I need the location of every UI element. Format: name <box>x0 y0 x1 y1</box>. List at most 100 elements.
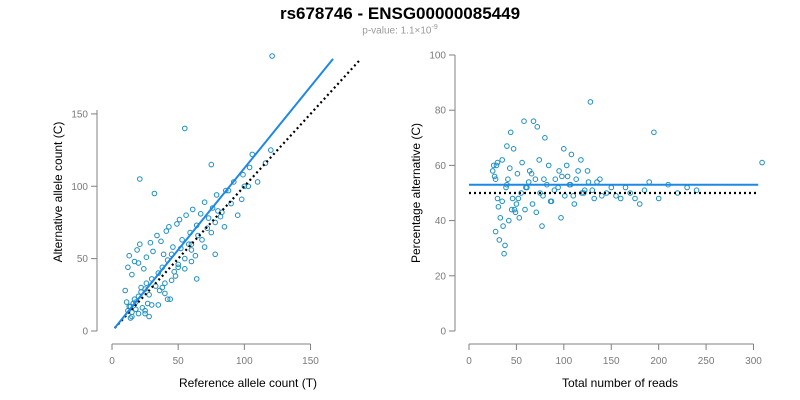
left-y-axis-title: Alternative allele count (C) <box>51 122 65 263</box>
right-x-axis-title: Total number of reads <box>562 376 678 390</box>
right-data-point <box>608 184 615 191</box>
right-data-point <box>693 187 700 193</box>
left-data-point <box>223 187 229 194</box>
left-data-point <box>127 315 134 321</box>
left-data-point <box>137 241 143 247</box>
right-data-point <box>632 195 638 202</box>
left-data-point <box>162 290 168 297</box>
right-data-point <box>581 187 588 193</box>
right-data-point <box>514 170 521 177</box>
right-x-tick-label: 0 <box>466 356 472 367</box>
left-data-point <box>182 125 188 132</box>
left-data-point <box>166 224 172 230</box>
left-data-point <box>182 255 188 262</box>
right-data-point <box>494 195 501 202</box>
left-data-point <box>146 313 152 320</box>
right-data-point <box>622 184 629 191</box>
right-y-tick-label: 40 <box>435 216 447 227</box>
right-data-point <box>500 223 506 229</box>
right-data-point <box>521 118 527 124</box>
left-data-point <box>175 264 181 271</box>
right-data-point <box>489 168 496 174</box>
right-data-point <box>684 184 690 191</box>
left-data-point <box>129 313 135 320</box>
right-data-point <box>502 242 508 249</box>
right-data-point <box>552 176 559 182</box>
left-data-point <box>193 276 200 282</box>
left-data-point <box>175 261 181 268</box>
right-data-point <box>561 146 567 152</box>
left-data-point <box>262 160 269 166</box>
left-data-point <box>212 251 218 258</box>
right-data-point <box>515 195 522 202</box>
left-data-point <box>158 238 164 245</box>
left-data-point <box>204 225 211 231</box>
right-data-point <box>556 168 562 174</box>
left-data-point <box>209 205 216 211</box>
right-data-point <box>568 151 575 158</box>
right-data-point <box>555 184 561 191</box>
left-x-tick-label: 0 <box>109 356 115 367</box>
right-data-point <box>564 173 571 180</box>
left-data-point <box>188 258 195 265</box>
left-data-point <box>268 147 274 153</box>
left-data-point <box>163 228 170 234</box>
right-data-point <box>494 159 501 166</box>
left-data-point <box>131 296 138 303</box>
right-x-tick-label: 50 <box>511 356 523 367</box>
left-data-point <box>133 306 139 313</box>
left-data-point <box>241 183 248 190</box>
right-data-point <box>522 206 528 213</box>
left-y-tick-label: 0 <box>82 327 88 338</box>
right-data-point <box>499 157 506 163</box>
right-data-point <box>613 193 619 199</box>
left-data-point <box>164 296 171 303</box>
left-data-point <box>138 284 144 291</box>
left-data-point <box>188 247 195 253</box>
left-data-point <box>240 171 246 178</box>
right-data-point <box>558 215 564 221</box>
right-data-point <box>507 129 514 136</box>
left-data-point <box>123 299 130 305</box>
right-data-point <box>570 193 577 199</box>
right-data-point <box>636 201 643 207</box>
left-data-point <box>199 237 205 243</box>
left-data-point <box>174 221 180 227</box>
right-data-point <box>559 173 565 180</box>
left-data-point <box>159 284 166 291</box>
right-data-point <box>542 135 548 141</box>
left-data-point <box>143 280 150 287</box>
right-data-point <box>490 162 497 169</box>
right-data-point <box>525 179 532 185</box>
left-data-point <box>147 239 154 246</box>
left-data-point <box>171 268 177 275</box>
right-data-point <box>651 129 657 136</box>
left-data-point <box>192 252 199 259</box>
right-data-point <box>505 176 511 182</box>
left-data-point <box>201 244 208 250</box>
right-data-point <box>513 201 520 207</box>
right-data-point <box>563 162 570 169</box>
right-data-point <box>759 159 765 166</box>
left-data-point <box>154 232 160 239</box>
left-data-point <box>245 183 252 190</box>
right-data-point <box>507 165 513 171</box>
right-data-point <box>536 157 543 163</box>
left-fit-line <box>113 58 334 329</box>
left-data-point <box>134 247 140 253</box>
left-data-point <box>201 199 208 205</box>
left-data-point <box>176 216 183 223</box>
right-data-point <box>571 201 578 207</box>
right-data-point <box>516 215 523 221</box>
left-data-point <box>228 200 234 207</box>
right-data-point <box>589 187 596 193</box>
right-data-point <box>594 179 600 185</box>
left-data-point <box>126 252 132 259</box>
p-value-label: p-value: 1.1×10 <box>362 25 432 37</box>
right-data-point <box>512 209 519 216</box>
left-data-point <box>129 271 135 278</box>
right-data-point <box>497 215 504 221</box>
left-data-point <box>205 215 212 221</box>
left-data-point <box>142 310 148 317</box>
